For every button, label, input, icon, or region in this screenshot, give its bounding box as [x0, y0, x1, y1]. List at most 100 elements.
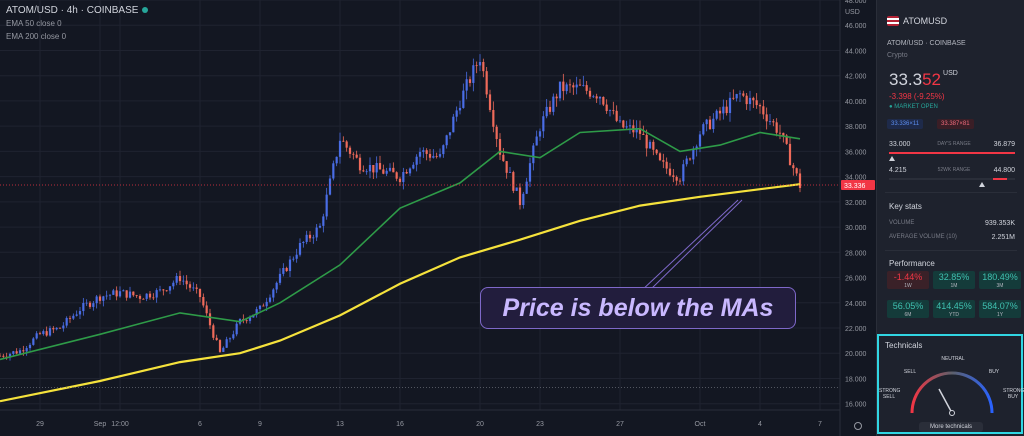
candle-body	[565, 84, 568, 92]
week52-range: 4.215 52WK RANGE 44.800	[889, 167, 1015, 174]
candle-body	[665, 161, 668, 169]
candle-body	[455, 110, 458, 117]
candle-body	[312, 237, 315, 239]
gauge-strong-sell-label: STRONG SELL	[879, 388, 901, 400]
candle-body	[578, 84, 582, 86]
price-tag-label: 33.336	[844, 183, 866, 190]
candle-body	[42, 331, 45, 334]
more-technicals-button[interactable]: More technicals	[919, 422, 983, 432]
candle-body	[688, 158, 692, 160]
candle-body	[515, 187, 518, 191]
candle-body	[268, 297, 272, 302]
candle-body	[328, 178, 332, 195]
candle-body	[762, 106, 765, 115]
candle-body	[205, 305, 208, 314]
candle-body	[122, 290, 125, 292]
candle-body	[625, 126, 628, 128]
candle-body	[485, 71, 488, 95]
gear-icon[interactable]	[854, 422, 862, 430]
x-tick-label: 27	[616, 421, 624, 428]
candle-body	[38, 333, 42, 335]
candle-body	[755, 100, 758, 106]
candle-body	[108, 294, 112, 296]
candle-body	[552, 96, 555, 112]
price-chart[interactable]: 48.000 46.000 44.000 42.000 40.000 38.000 36.0…	[0, 0, 876, 436]
candle-body	[372, 165, 375, 173]
technicals-widget[interactable]: Technicals SELL NEUTRAL BUY STRONG SELL …	[877, 334, 1024, 434]
candle-body	[685, 158, 688, 165]
candle-body	[135, 295, 138, 297]
candle-body	[388, 167, 392, 171]
symbol-header[interactable]: ATOMUSD	[887, 16, 947, 26]
candle-body	[22, 350, 25, 352]
candle-body	[282, 268, 285, 274]
candle-body	[102, 296, 105, 301]
candle-body	[155, 290, 158, 298]
candle-body	[475, 65, 478, 67]
candle-body	[145, 293, 148, 299]
bid-badge: 33.336×11	[887, 119, 924, 129]
live-dot-icon	[142, 7, 149, 13]
candle-body	[378, 163, 382, 170]
candle-body	[585, 85, 588, 91]
x-tick-label: 13	[336, 421, 344, 428]
week52-range-marker	[979, 182, 985, 187]
candle-body	[62, 325, 65, 329]
days-range-bar	[889, 152, 1015, 154]
candle-body	[248, 317, 252, 321]
candle-body	[768, 121, 772, 122]
candle-body	[255, 309, 258, 315]
y-tick-label: 16.000	[845, 402, 867, 409]
candle-body	[435, 156, 438, 157]
exchange-label[interactable]: ATOM/USD · COINBASE	[887, 40, 966, 47]
candle-body	[622, 120, 625, 128]
divider	[885, 192, 1017, 193]
candle-body	[438, 154, 442, 157]
candle-body	[65, 317, 68, 326]
technicals-title: Technicals	[885, 341, 923, 350]
ema200-legend[interactable]: EMA 200 close 0	[6, 32, 67, 41]
candle-body	[662, 160, 665, 162]
chart-area[interactable]: 48.000 46.000 44.000 42.000 40.000 38.000 36.0…	[0, 0, 876, 436]
candle-body	[358, 157, 362, 171]
x-tick-label: 7	[818, 421, 822, 428]
candle-body	[228, 338, 232, 340]
candle-body	[512, 172, 515, 191]
performance-title: Performance	[889, 259, 935, 268]
candle-body	[525, 181, 528, 194]
candle-body	[672, 175, 675, 177]
key-stats-title: Key stats	[889, 202, 922, 211]
candle-body	[448, 132, 452, 136]
symbol-label[interactable]: ATOM/USD · 4h · COINBASE	[6, 5, 139, 16]
candle-body	[8, 353, 12, 358]
candle-body	[355, 154, 358, 158]
performance-tile-6m: 56.05% 6M	[887, 300, 929, 318]
candle-body	[728, 97, 732, 113]
us-flag-icon	[887, 16, 899, 26]
candle-body	[498, 139, 502, 155]
candle-body	[732, 97, 735, 99]
candle-body	[392, 167, 395, 173]
candle-body	[208, 313, 212, 326]
candle-body	[495, 126, 498, 140]
candle-body	[538, 131, 542, 137]
candle-body	[305, 234, 308, 242]
candle-body	[345, 141, 348, 148]
price-change: -3.398 (-9.25%)	[889, 92, 945, 101]
candle-body	[642, 133, 645, 135]
candle-body	[572, 85, 575, 88]
candle-body	[52, 328, 55, 330]
y-tick-label: 44.000	[845, 48, 867, 55]
y-tick-label: 26.000	[845, 276, 867, 283]
y-tick-label: 40.000	[845, 99, 867, 106]
callout-pointer	[647, 199, 743, 293]
candle-body	[45, 331, 48, 336]
candle-body	[405, 172, 408, 174]
candle-body	[82, 302, 85, 312]
candle-body	[55, 327, 58, 330]
days-range: 33.000 DAY'S RANGE 36.879	[889, 141, 1015, 148]
candle-body	[202, 296, 205, 306]
ema50-legend[interactable]: EMA 50 close 0	[6, 19, 62, 28]
candle-body	[315, 227, 318, 238]
candle-body	[668, 168, 672, 176]
